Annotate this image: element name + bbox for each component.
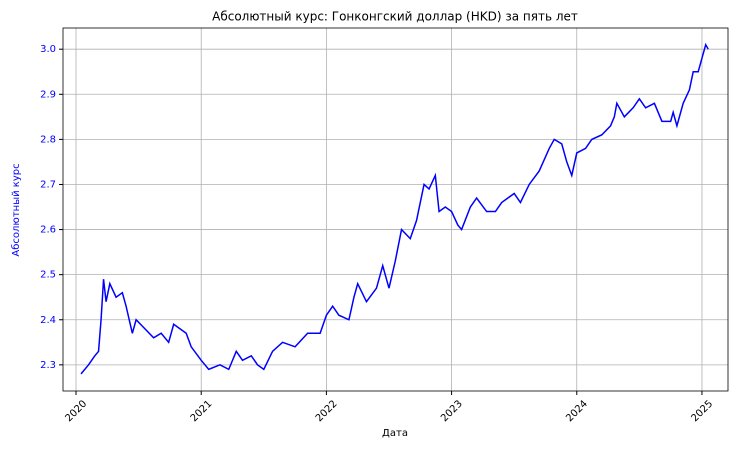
y-tick-label: 2.9 bbox=[40, 89, 56, 100]
plot-frame bbox=[62, 27, 729, 392]
y-tick-label: 3.0 bbox=[40, 44, 56, 55]
y-tick-label: 2.8 bbox=[40, 134, 56, 145]
chart-title: Абсолютный курс: Гонконгский доллар (HKD… bbox=[212, 10, 578, 24]
y-axis-label: Абсолютный курс bbox=[11, 163, 22, 256]
y-tick-label: 2.3 bbox=[40, 360, 56, 371]
x-axis-label: Дата bbox=[382, 428, 408, 439]
y-tick-label: 2.7 bbox=[40, 179, 56, 190]
y-tick-label: 2.4 bbox=[40, 315, 56, 326]
data-line bbox=[80, 42, 709, 375]
y-tick-label: 2.6 bbox=[40, 225, 56, 236]
y-tick-label: 2.5 bbox=[40, 270, 56, 281]
